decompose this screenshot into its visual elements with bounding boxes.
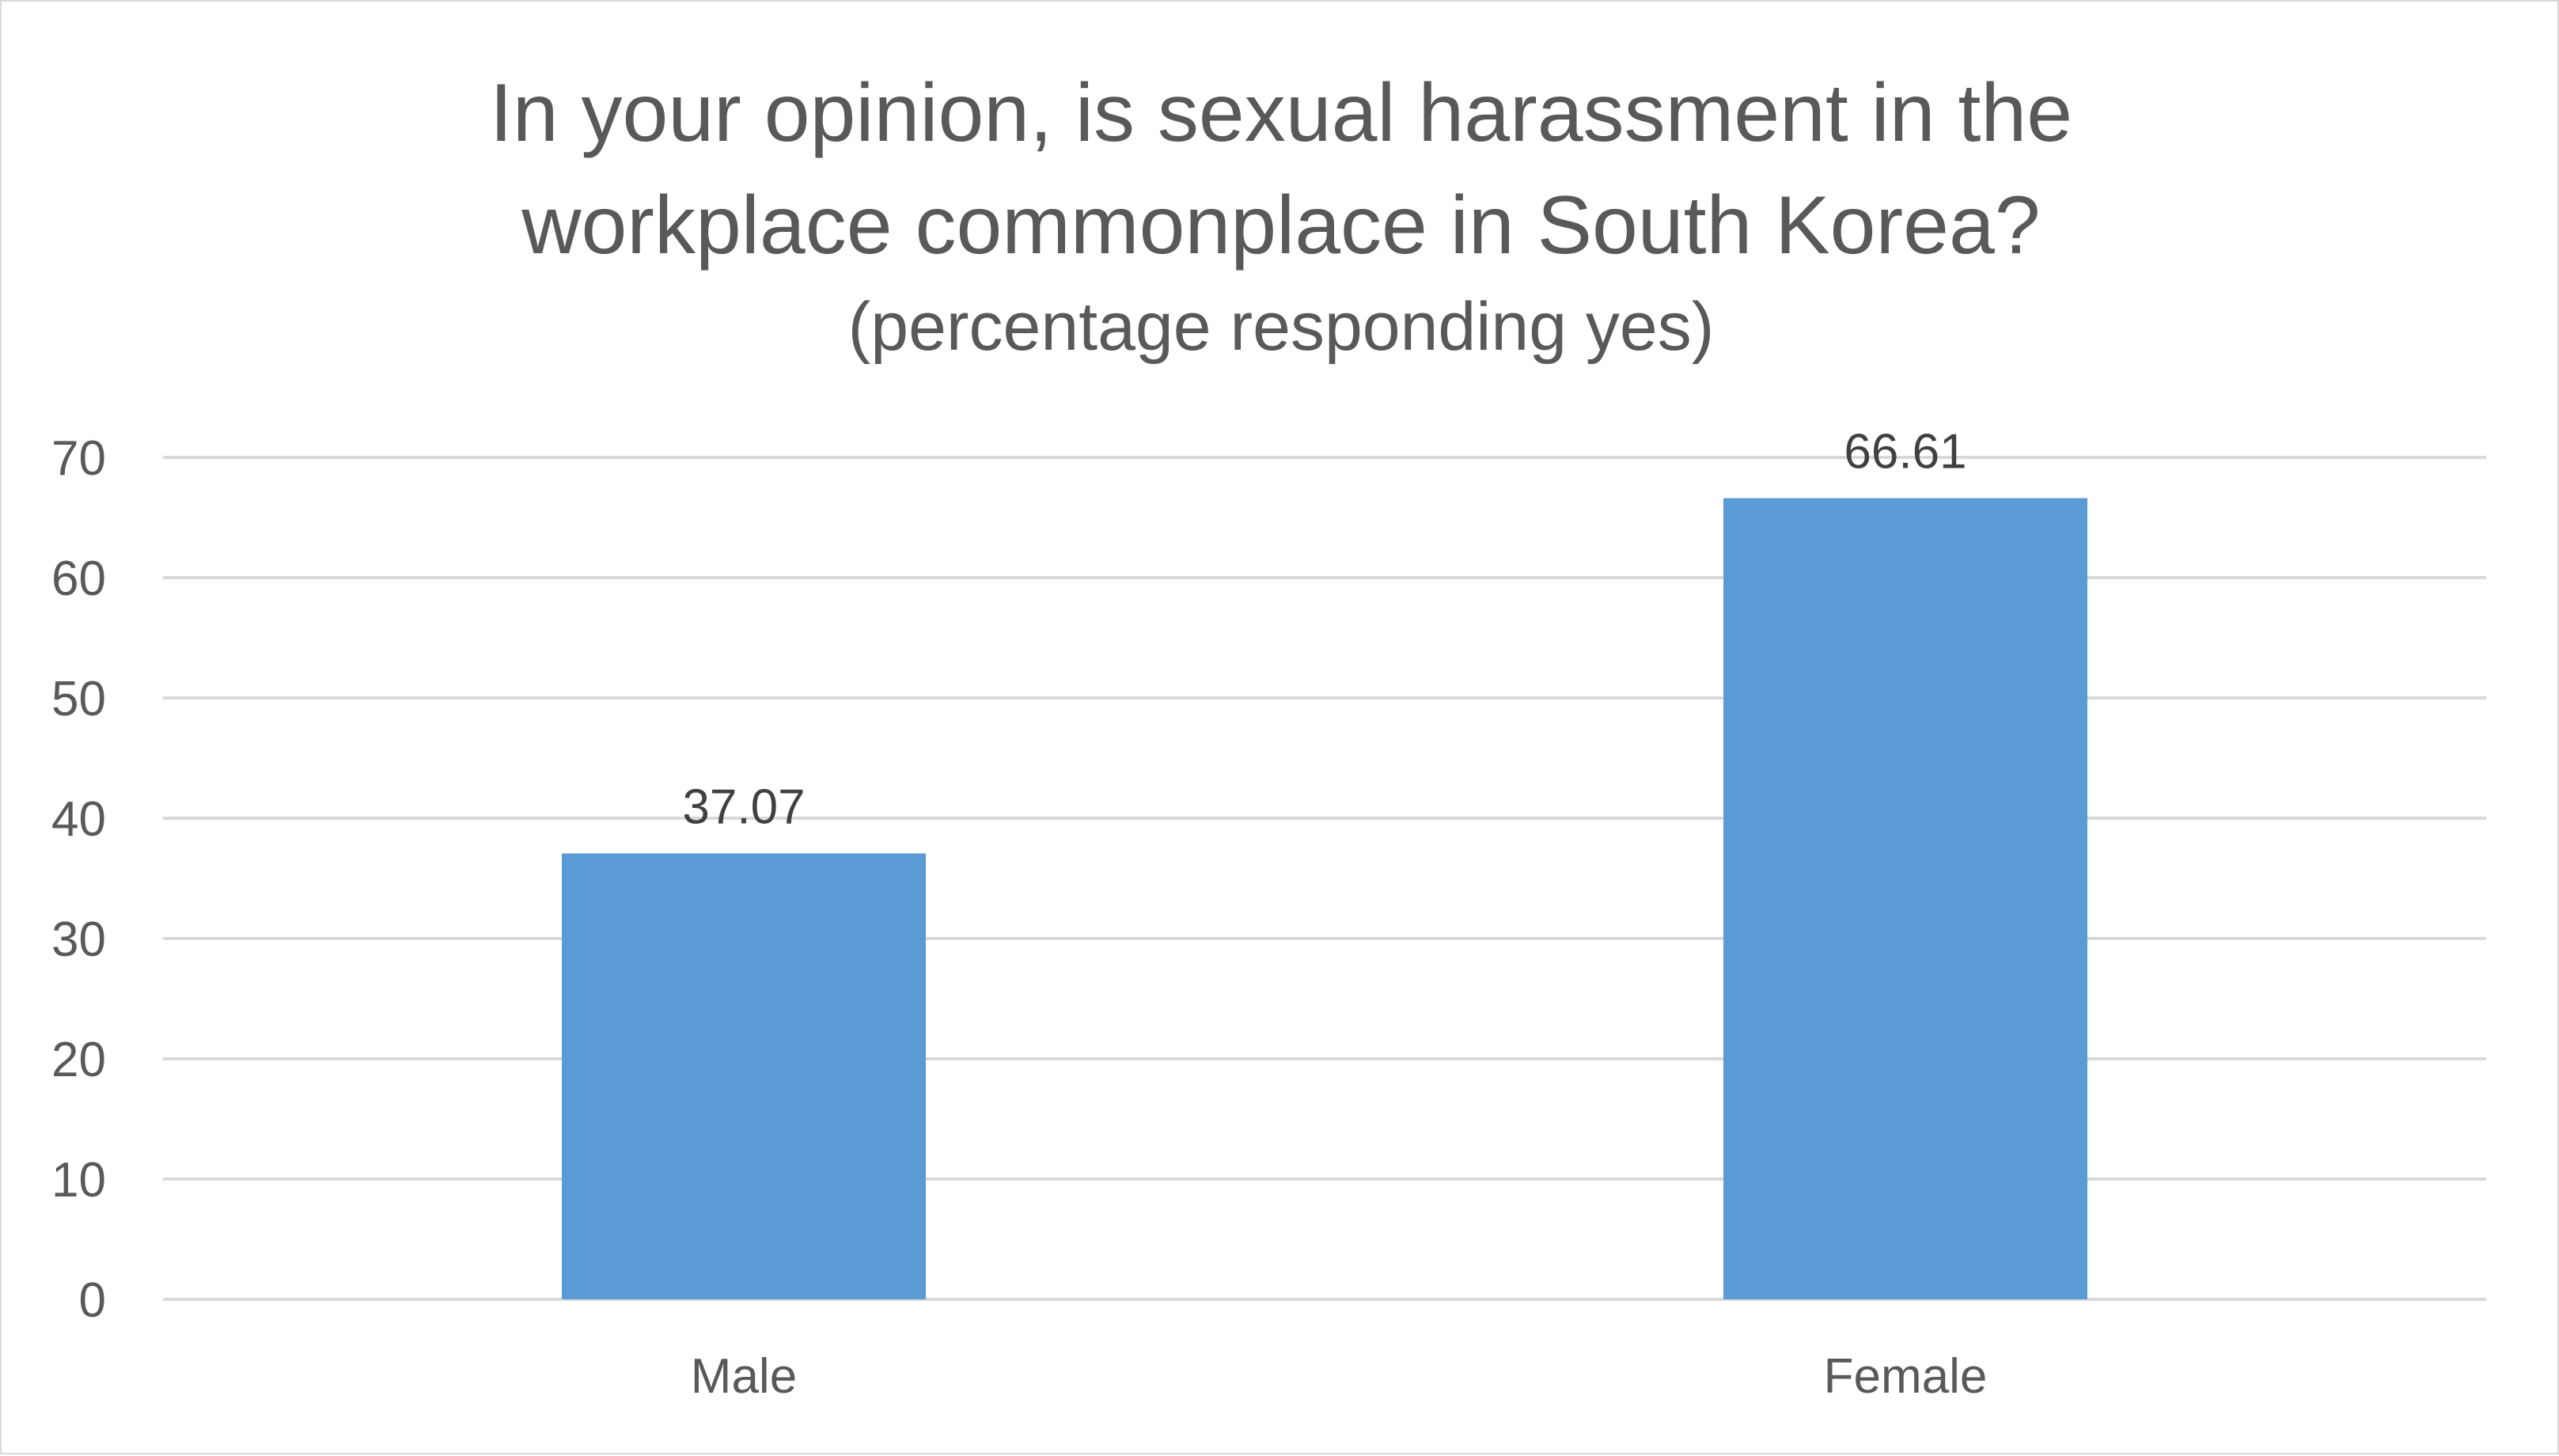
gridlines xyxy=(163,456,2486,1301)
y-tick-label-20: 20 xyxy=(51,1033,106,1087)
y-axis-tick-labels: 0 10 20 30 40 50 60 70 xyxy=(51,431,106,1328)
chart-title: In your opinion, is sexual harassment in… xyxy=(490,67,2072,365)
data-label-male: 37.07 xyxy=(682,780,805,835)
chart-title-line-1: In your opinion, is sexual harassment in… xyxy=(490,67,2072,159)
chart-title-line-2: workplace commonplace in South Korea? xyxy=(521,180,2040,271)
x-tick-label-male: Male xyxy=(691,1349,797,1404)
x-tick-label-female: Female xyxy=(1824,1349,1988,1404)
y-tick-label-60: 60 xyxy=(51,552,106,606)
y-tick-label-50: 50 xyxy=(51,672,106,726)
chart-subtitle: (percentage responding yes) xyxy=(848,289,1715,365)
y-tick-label-0: 0 xyxy=(79,1273,106,1328)
bars xyxy=(562,498,2087,1299)
y-tick-label-40: 40 xyxy=(51,792,106,847)
data-labels: 37.07 66.61 xyxy=(682,425,1966,835)
bar-female xyxy=(1723,498,2087,1299)
y-tick-label-70: 70 xyxy=(51,431,106,486)
x-axis-tick-labels: Male Female xyxy=(691,1349,1988,1404)
y-tick-label-10: 10 xyxy=(51,1153,106,1208)
data-label-female: 66.61 xyxy=(1844,425,1966,480)
bar-male xyxy=(562,853,926,1299)
y-tick-label-30: 30 xyxy=(51,912,106,967)
